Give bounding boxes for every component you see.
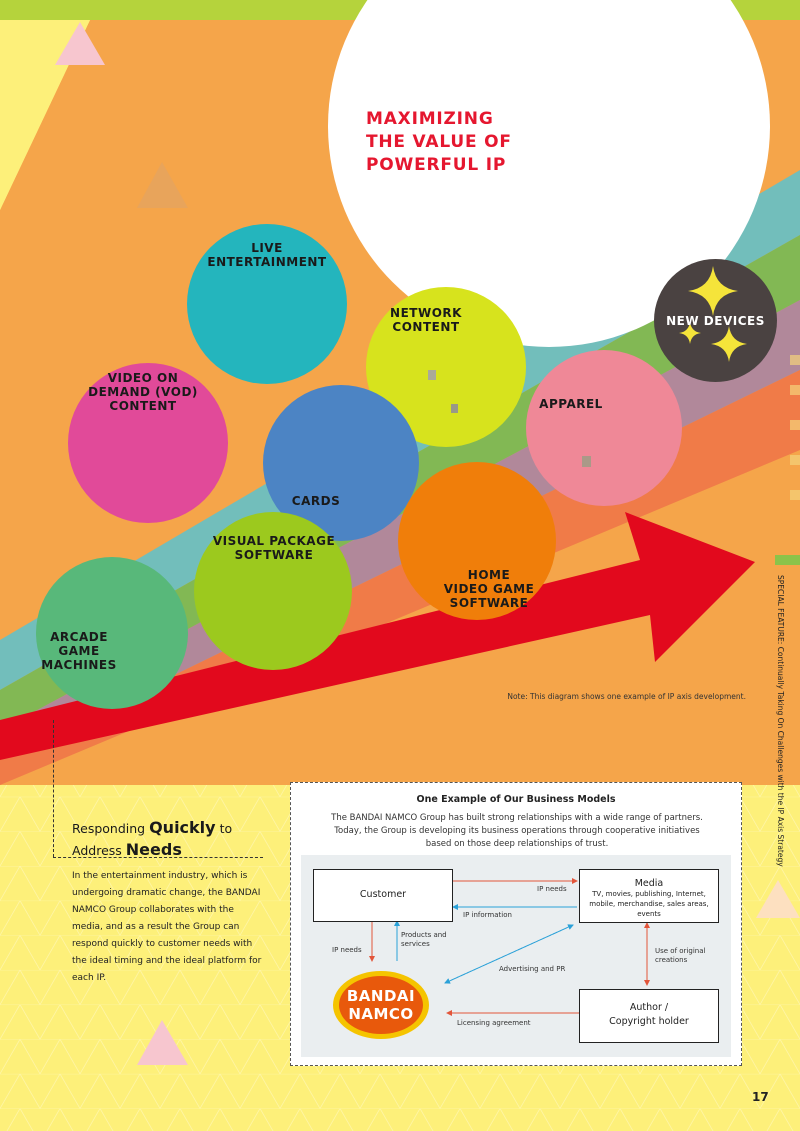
logo-shape xyxy=(333,971,429,1039)
label-vod-content: VIDEO ON DEMAND (VOD) CONTENT xyxy=(88,371,198,413)
circle-vod-content xyxy=(68,363,228,523)
section-heading-line1: Responding Quickly to xyxy=(72,818,233,837)
body-paragraph: In the entertainment industry, which is … xyxy=(72,871,262,983)
label-ip-needs-top: IP needs xyxy=(537,885,567,893)
page-title: MAXIMIZING THE VALUE OF POWERFUL IP xyxy=(366,109,512,175)
character-icon xyxy=(451,404,458,413)
model-description: The BANDAI NAMCO Group has built strong … xyxy=(331,813,703,849)
circle-home-video-game-software xyxy=(398,462,556,620)
character-icon xyxy=(428,370,436,380)
author-box: Author / Copyright holder xyxy=(579,989,719,1043)
label-network-content: NETWORK CONTENT xyxy=(390,306,462,334)
label-use-original: Use of original creations xyxy=(655,947,706,964)
label-ip-needs-left: IP needs xyxy=(332,946,362,954)
customer-box: Customer xyxy=(313,869,453,922)
label-licensing: Licensing agreement xyxy=(457,1019,531,1027)
sparkle-icon xyxy=(688,266,738,316)
diagram-note: Note: This diagram shows one example of … xyxy=(507,692,746,701)
section-heading-line2: Address Needs xyxy=(72,840,182,859)
page-number: 17 xyxy=(752,1090,769,1104)
label-arcade-game-machines: ARCADE GAME MACHINES xyxy=(41,630,117,672)
label-home-video-game-software: HOME VIDEO GAME SOFTWARE xyxy=(443,568,535,610)
circle-apparel xyxy=(526,350,682,506)
label-advertising: Advertising and PR xyxy=(499,965,566,973)
label-apparel: APPAREL xyxy=(539,397,603,411)
label-cards: CARDS xyxy=(291,494,341,508)
circle-arcade-game-machines xyxy=(36,557,188,709)
media-box: Media TV, movies, publishing, Internet, … xyxy=(579,869,719,923)
model-title: One Example of Our Business Models xyxy=(416,794,616,805)
label-ip-information: IP information xyxy=(463,911,512,919)
character-icon xyxy=(582,456,591,467)
model-diagram: Customer Media TV, movies, publishing, I… xyxy=(301,855,731,1057)
label-products-services: Products and services xyxy=(401,931,447,948)
dotted-connector xyxy=(53,720,54,857)
circle-live-entertainment xyxy=(187,224,347,384)
label-live-entertainment: LIVE ENTERTAINMENT xyxy=(207,241,327,269)
section-running-head: SPECIAL FEATURE: Continually Taking On C… xyxy=(776,575,785,867)
label-visual-package-software: VISUAL PACKAGE SOFTWARE xyxy=(212,534,336,562)
label-new-devices: NEW DEVICES xyxy=(666,314,765,328)
model-arrows xyxy=(369,878,650,1016)
sparkle-icon xyxy=(679,322,701,344)
bandai-namco-logo: BANDAI NAMCO xyxy=(331,969,431,1041)
dotted-underline xyxy=(53,857,263,858)
sparkle-icon xyxy=(711,326,747,362)
business-model-box: One Example of Our Business Models The B… xyxy=(290,782,742,1066)
circle-visual-package-software xyxy=(194,512,352,670)
